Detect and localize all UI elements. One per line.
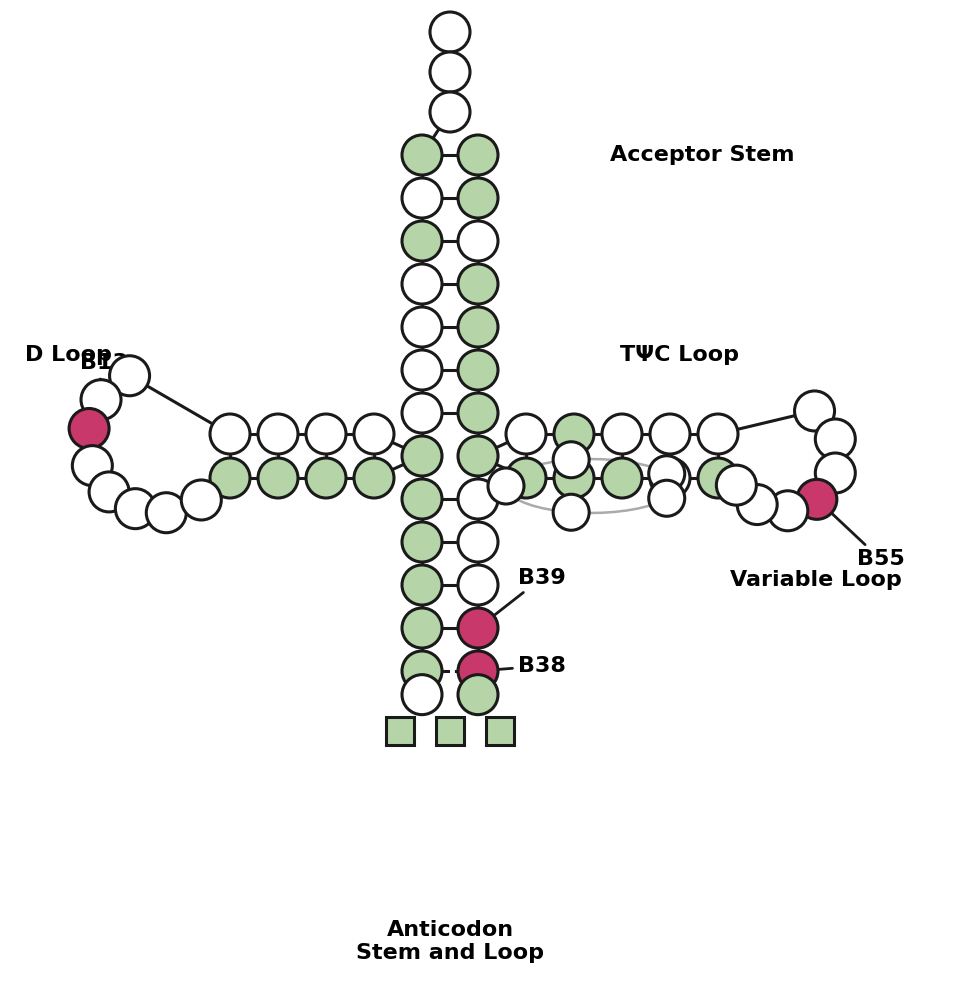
Circle shape — [402, 135, 442, 175]
Circle shape — [458, 436, 498, 476]
Circle shape — [458, 651, 498, 691]
Circle shape — [458, 307, 498, 347]
Circle shape — [602, 414, 642, 454]
Circle shape — [402, 350, 442, 390]
Text: Β13: Β13 — [80, 354, 128, 425]
Circle shape — [402, 436, 442, 476]
Circle shape — [649, 456, 684, 492]
Circle shape — [258, 414, 298, 454]
Circle shape — [306, 414, 346, 454]
Circle shape — [797, 480, 837, 519]
Circle shape — [81, 380, 121, 419]
Circle shape — [458, 350, 498, 390]
FancyBboxPatch shape — [386, 718, 414, 745]
Circle shape — [458, 479, 498, 519]
Text: Variable Loop: Variable Loop — [730, 570, 901, 590]
Circle shape — [458, 565, 498, 605]
Circle shape — [430, 92, 470, 132]
Circle shape — [737, 485, 777, 524]
Circle shape — [458, 608, 498, 648]
Circle shape — [354, 414, 394, 454]
Circle shape — [650, 414, 690, 454]
Circle shape — [306, 458, 346, 498]
Circle shape — [181, 480, 222, 520]
Text: Anticodon
Stem and Loop: Anticodon Stem and Loop — [356, 920, 544, 964]
Circle shape — [116, 489, 155, 528]
Circle shape — [402, 264, 442, 304]
Circle shape — [458, 178, 498, 218]
Circle shape — [430, 12, 470, 52]
Circle shape — [110, 356, 149, 396]
Circle shape — [553, 442, 589, 478]
Circle shape — [402, 178, 442, 218]
Circle shape — [147, 493, 186, 532]
Circle shape — [816, 419, 855, 459]
Circle shape — [816, 453, 855, 493]
Circle shape — [210, 414, 250, 454]
Circle shape — [716, 465, 757, 505]
Circle shape — [488, 468, 524, 504]
Circle shape — [553, 494, 589, 530]
Circle shape — [554, 414, 594, 454]
Text: TΨC Loop: TΨC Loop — [620, 345, 739, 365]
Circle shape — [554, 458, 594, 498]
Circle shape — [458, 264, 498, 304]
Circle shape — [458, 522, 498, 562]
Circle shape — [258, 458, 298, 498]
Text: Acceptor Stem: Acceptor Stem — [610, 145, 794, 165]
Circle shape — [402, 674, 442, 715]
Circle shape — [650, 458, 690, 498]
Circle shape — [458, 135, 498, 175]
FancyBboxPatch shape — [436, 718, 464, 745]
Circle shape — [649, 480, 684, 516]
Circle shape — [402, 565, 442, 605]
Circle shape — [458, 674, 498, 715]
Text: Β38: Β38 — [481, 656, 566, 676]
Circle shape — [698, 414, 738, 454]
Text: Β55: Β55 — [818, 501, 904, 570]
Circle shape — [402, 393, 442, 433]
FancyBboxPatch shape — [486, 718, 514, 745]
Circle shape — [602, 458, 642, 498]
Circle shape — [698, 458, 738, 498]
Circle shape — [354, 458, 394, 498]
Text: Β39: Β39 — [480, 568, 566, 626]
Circle shape — [402, 651, 442, 691]
Text: D Loop: D Loop — [25, 345, 112, 365]
Circle shape — [210, 458, 250, 498]
Circle shape — [72, 446, 113, 486]
Circle shape — [402, 522, 442, 562]
Circle shape — [89, 472, 129, 512]
Circle shape — [402, 307, 442, 347]
Circle shape — [506, 458, 546, 498]
Circle shape — [402, 608, 442, 648]
Circle shape — [458, 221, 498, 261]
Circle shape — [794, 391, 835, 431]
Circle shape — [402, 479, 442, 519]
Circle shape — [69, 408, 109, 449]
Circle shape — [506, 414, 546, 454]
Circle shape — [767, 491, 808, 531]
Circle shape — [430, 52, 470, 92]
Circle shape — [402, 221, 442, 261]
Circle shape — [458, 393, 498, 433]
